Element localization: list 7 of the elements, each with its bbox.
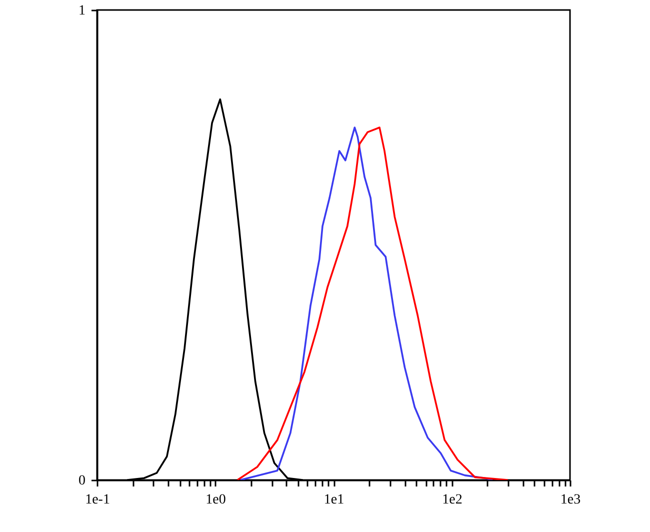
x-tick-label: 1e-1 bbox=[85, 492, 110, 508]
x-tick-label: 1e1 bbox=[324, 492, 344, 508]
x-tick-label: 1e3 bbox=[560, 492, 581, 508]
x-tick-label: 1e0 bbox=[206, 492, 226, 508]
y-tick-label: 1 bbox=[78, 4, 86, 18]
y-tick-label: 0 bbox=[78, 474, 86, 488]
x-tick-label: 1e2 bbox=[442, 492, 462, 508]
